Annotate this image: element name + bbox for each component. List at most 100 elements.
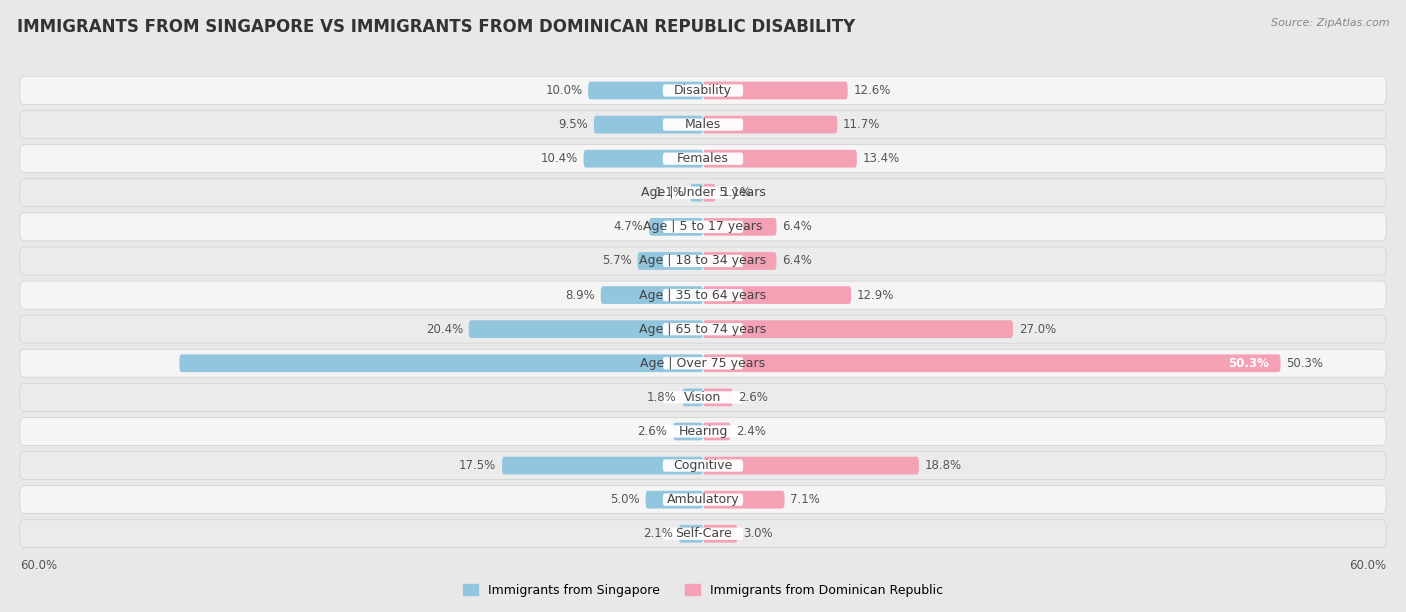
FancyBboxPatch shape (20, 520, 1386, 548)
Text: 2.4%: 2.4% (737, 425, 766, 438)
FancyBboxPatch shape (662, 187, 744, 199)
Text: 6.4%: 6.4% (782, 220, 813, 233)
FancyBboxPatch shape (662, 84, 744, 97)
FancyBboxPatch shape (662, 528, 744, 540)
FancyBboxPatch shape (703, 286, 851, 304)
FancyBboxPatch shape (662, 460, 744, 472)
Text: Males: Males (685, 118, 721, 131)
FancyBboxPatch shape (703, 184, 716, 201)
Text: Disability: Disability (673, 84, 733, 97)
FancyBboxPatch shape (662, 221, 744, 233)
Text: IMMIGRANTS FROM SINGAPORE VS IMMIGRANTS FROM DOMINICAN REPUBLIC DISABILITY: IMMIGRANTS FROM SINGAPORE VS IMMIGRANTS … (17, 18, 855, 36)
FancyBboxPatch shape (703, 525, 738, 543)
FancyBboxPatch shape (662, 493, 744, 506)
FancyBboxPatch shape (703, 252, 776, 270)
Text: Vision: Vision (685, 391, 721, 404)
FancyBboxPatch shape (645, 491, 703, 509)
FancyBboxPatch shape (593, 116, 703, 133)
Text: 17.5%: 17.5% (460, 459, 496, 472)
FancyBboxPatch shape (502, 457, 703, 474)
FancyBboxPatch shape (20, 349, 1386, 377)
FancyBboxPatch shape (662, 255, 744, 267)
Text: 6.4%: 6.4% (782, 255, 813, 267)
FancyBboxPatch shape (468, 320, 703, 338)
Text: 13.4%: 13.4% (863, 152, 900, 165)
FancyBboxPatch shape (703, 457, 920, 474)
FancyBboxPatch shape (673, 423, 703, 440)
FancyBboxPatch shape (690, 184, 703, 201)
FancyBboxPatch shape (703, 491, 785, 509)
FancyBboxPatch shape (679, 525, 703, 543)
FancyBboxPatch shape (180, 354, 703, 372)
FancyBboxPatch shape (650, 218, 703, 236)
FancyBboxPatch shape (600, 286, 703, 304)
FancyBboxPatch shape (703, 320, 1012, 338)
FancyBboxPatch shape (662, 289, 744, 301)
Text: Females: Females (678, 152, 728, 165)
FancyBboxPatch shape (583, 150, 703, 168)
Text: Age | Under 5 years: Age | Under 5 years (641, 186, 765, 200)
FancyBboxPatch shape (662, 152, 744, 165)
Text: 11.7%: 11.7% (844, 118, 880, 131)
Text: Self-Care: Self-Care (675, 528, 731, 540)
Text: 5.7%: 5.7% (602, 255, 631, 267)
Text: 50.3%: 50.3% (1286, 357, 1323, 370)
Text: Age | 35 to 64 years: Age | 35 to 64 years (640, 289, 766, 302)
FancyBboxPatch shape (662, 119, 744, 131)
Text: 60.0%: 60.0% (1350, 559, 1386, 572)
Text: Age | 5 to 17 years: Age | 5 to 17 years (644, 220, 762, 233)
FancyBboxPatch shape (20, 144, 1386, 173)
FancyBboxPatch shape (703, 354, 1281, 372)
Text: 1.8%: 1.8% (647, 391, 676, 404)
FancyBboxPatch shape (20, 247, 1386, 275)
Text: 7.1%: 7.1% (790, 493, 820, 506)
FancyBboxPatch shape (662, 357, 744, 370)
Text: 5.0%: 5.0% (610, 493, 640, 506)
Text: 9.5%: 9.5% (558, 118, 588, 131)
FancyBboxPatch shape (662, 425, 744, 438)
Text: 3.0%: 3.0% (744, 528, 773, 540)
FancyBboxPatch shape (703, 423, 731, 440)
FancyBboxPatch shape (703, 116, 838, 133)
Text: 20.4%: 20.4% (426, 323, 463, 335)
Text: 8.9%: 8.9% (565, 289, 595, 302)
Text: 2.6%: 2.6% (637, 425, 668, 438)
FancyBboxPatch shape (703, 150, 856, 168)
Text: Age | Over 75 years: Age | Over 75 years (641, 357, 765, 370)
FancyBboxPatch shape (20, 76, 1386, 105)
Text: 18.8%: 18.8% (925, 459, 962, 472)
FancyBboxPatch shape (20, 281, 1386, 309)
Text: 1.1%: 1.1% (655, 186, 685, 200)
Text: 2.6%: 2.6% (738, 391, 769, 404)
Text: Source: ZipAtlas.com: Source: ZipAtlas.com (1271, 18, 1389, 28)
Text: 1.1%: 1.1% (721, 186, 751, 200)
Text: Age | 18 to 34 years: Age | 18 to 34 years (640, 255, 766, 267)
Text: 10.4%: 10.4% (540, 152, 578, 165)
FancyBboxPatch shape (20, 486, 1386, 513)
Text: 50.3%: 50.3% (1229, 357, 1270, 370)
FancyBboxPatch shape (682, 389, 703, 406)
Text: 12.9%: 12.9% (856, 289, 894, 302)
Text: 12.6%: 12.6% (853, 84, 891, 97)
FancyBboxPatch shape (662, 391, 744, 403)
FancyBboxPatch shape (20, 452, 1386, 480)
Text: Hearing: Hearing (678, 425, 728, 438)
Text: Ambulatory: Ambulatory (666, 493, 740, 506)
Text: 10.0%: 10.0% (546, 84, 582, 97)
FancyBboxPatch shape (20, 111, 1386, 138)
FancyBboxPatch shape (703, 81, 848, 99)
FancyBboxPatch shape (20, 417, 1386, 446)
FancyBboxPatch shape (637, 252, 703, 270)
FancyBboxPatch shape (703, 389, 733, 406)
FancyBboxPatch shape (20, 315, 1386, 343)
Text: 4.7%: 4.7% (613, 220, 644, 233)
Text: Cognitive: Cognitive (673, 459, 733, 472)
Text: 60.0%: 60.0% (20, 559, 56, 572)
Legend: Immigrants from Singapore, Immigrants from Dominican Republic: Immigrants from Singapore, Immigrants fr… (458, 579, 948, 602)
FancyBboxPatch shape (588, 81, 703, 99)
Text: 27.0%: 27.0% (1019, 323, 1056, 335)
FancyBboxPatch shape (20, 383, 1386, 411)
FancyBboxPatch shape (20, 213, 1386, 241)
Text: 2.1%: 2.1% (644, 528, 673, 540)
FancyBboxPatch shape (703, 218, 776, 236)
